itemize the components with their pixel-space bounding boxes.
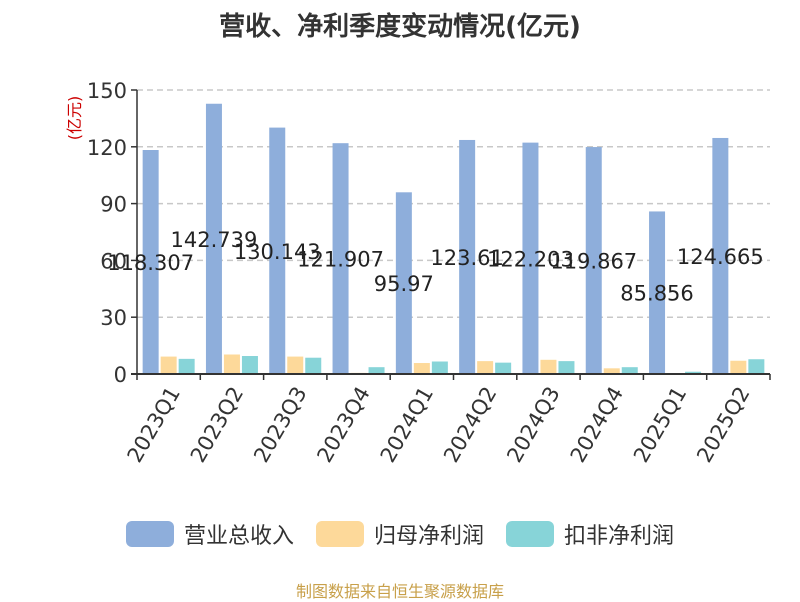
data-label-2023Q3: 130.143 bbox=[234, 240, 321, 264]
x-tick-label: 2024Q2 bbox=[439, 383, 501, 467]
legend-swatch-net-profit bbox=[315, 521, 364, 547]
bar-2024Q4-series-0 bbox=[585, 147, 602, 374]
bar-2024Q1-series-1 bbox=[413, 363, 430, 374]
legend-label-deducted-net-profit: 扣非净利润 bbox=[564, 524, 675, 549]
data-label-2023Q4: 121.907 bbox=[297, 248, 384, 272]
bars bbox=[142, 103, 765, 374]
legend-label-revenue: 营业总收入 bbox=[183, 524, 294, 549]
data-label-2023Q2: 142.739 bbox=[171, 228, 258, 252]
y-axis-label: (亿元) bbox=[65, 96, 84, 141]
x-tick-label: 2023Q2 bbox=[186, 383, 248, 467]
data-label-2024Q2: 123.61 bbox=[430, 246, 503, 270]
bar-2025Q1-series-2 bbox=[685, 371, 702, 374]
bar-2023Q1-series-0 bbox=[142, 150, 159, 374]
bar-2024Q3-series-0 bbox=[522, 142, 539, 374]
chart-title: 营收、净利季度变动情况(亿元) bbox=[219, 12, 581, 42]
x-tick-label: 2024Q3 bbox=[502, 383, 564, 467]
bar-2023Q4-series-2 bbox=[368, 367, 385, 374]
bar-2023Q2-series-1 bbox=[223, 354, 240, 374]
data-label-2024Q4: 119.867 bbox=[550, 250, 637, 274]
bar-2024Q4-series-2 bbox=[621, 367, 638, 374]
bar-2024Q2-series-0 bbox=[459, 139, 476, 374]
gridlines bbox=[137, 89, 770, 318]
bar-2025Q2-series-2 bbox=[748, 359, 765, 374]
legend: 营业总收入 归母净利润 扣非净利润 bbox=[0, 518, 800, 550]
y-tick-label: 30 bbox=[100, 306, 127, 330]
x-tick-label: 2025Q1 bbox=[629, 383, 691, 467]
bar-2023Q2-series-0 bbox=[205, 103, 222, 374]
data-labels: 118.307142.739130.143121.90795.97123.611… bbox=[107, 228, 764, 306]
y-tick-label: 0 bbox=[114, 363, 127, 387]
x-tick-label: 2023Q1 bbox=[123, 383, 185, 467]
data-source: 制图数据来自恒生聚源数据库 bbox=[295, 582, 504, 601]
y-tick-label: 90 bbox=[100, 193, 127, 217]
bar-2025Q2-series-1 bbox=[730, 360, 747, 374]
data-label-2025Q1: 85.856 bbox=[620, 282, 693, 306]
x-tick-label: 2024Q4 bbox=[566, 383, 628, 467]
bar-2023Q3-series-1 bbox=[287, 356, 304, 374]
x-tick-label: 2025Q2 bbox=[692, 383, 754, 467]
legend-item-deducted-net-profit[interactable]: 扣非净利润 bbox=[506, 518, 674, 550]
bar-2024Q2-series-2 bbox=[495, 362, 512, 374]
x-tick-label: 2023Q3 bbox=[249, 383, 311, 467]
data-label-2024Q1: 95.97 bbox=[374, 272, 434, 296]
y-tick-label: 150 bbox=[87, 79, 127, 103]
legend-swatch-deducted-net-profit bbox=[506, 521, 554, 547]
data-label-2024Q3: 122.203 bbox=[487, 247, 574, 271]
legend-item-net-profit[interactable]: 归母净利润 bbox=[315, 518, 484, 550]
bar-2023Q3-series-0 bbox=[269, 127, 286, 374]
bar-2023Q1-series-1 bbox=[160, 356, 177, 374]
bar-2024Q2-series-1 bbox=[477, 361, 494, 374]
x-tick-label: 2023Q4 bbox=[312, 383, 374, 467]
bar-2024Q1-series-2 bbox=[431, 361, 448, 374]
bar-2023Q3-series-2 bbox=[305, 357, 322, 374]
legend-swatch-revenue bbox=[125, 521, 174, 547]
bar-2025Q1-series-0 bbox=[649, 211, 666, 374]
y-tick-label: 120 bbox=[87, 136, 127, 160]
x-tick-label: 2024Q1 bbox=[376, 383, 438, 467]
bar-2024Q4-series-1 bbox=[603, 368, 620, 374]
data-label-2025Q2: 124.665 bbox=[677, 245, 764, 269]
bar-2024Q1-series-0 bbox=[395, 192, 412, 374]
data-label-2023Q1: 118.307 bbox=[107, 251, 194, 275]
bar-2023Q1-series-2 bbox=[178, 358, 195, 374]
legend-label-net-profit: 归母净利润 bbox=[373, 524, 484, 549]
bar-2023Q4-series-0 bbox=[332, 143, 349, 374]
bar-2025Q2-series-0 bbox=[712, 137, 729, 374]
bar-2024Q3-series-2 bbox=[558, 361, 575, 374]
y-tick-label: 60 bbox=[100, 249, 127, 273]
legend-item-revenue[interactable]: 营业总收入 bbox=[125, 518, 294, 550]
bar-2023Q2-series-2 bbox=[241, 356, 258, 374]
bar-2024Q3-series-1 bbox=[540, 359, 557, 374]
